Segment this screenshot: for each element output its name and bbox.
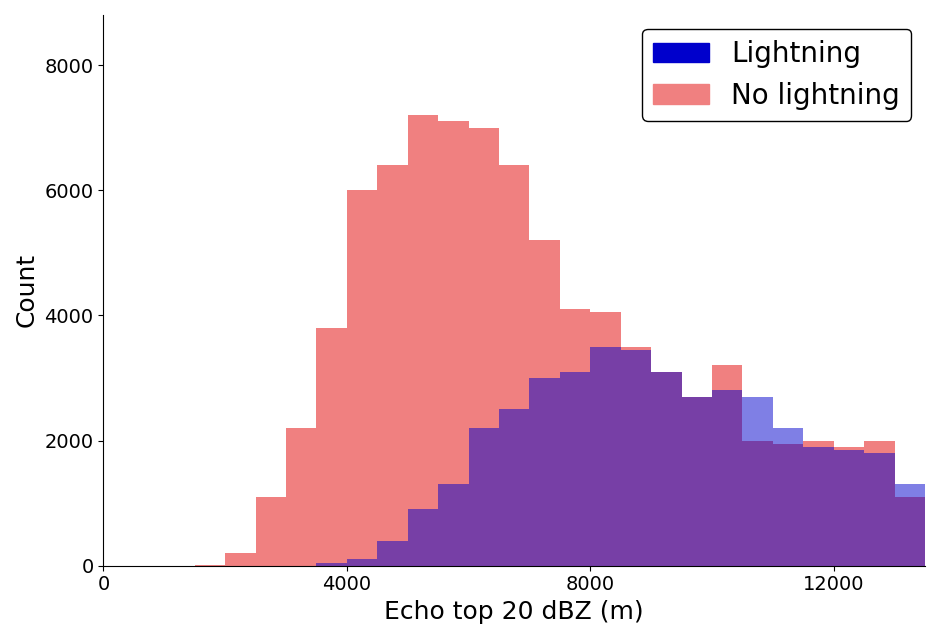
Bar xyxy=(347,190,377,566)
Bar xyxy=(590,312,620,566)
Bar xyxy=(560,309,590,566)
Bar xyxy=(286,428,317,566)
Bar xyxy=(712,366,743,566)
Bar xyxy=(377,166,408,566)
Bar xyxy=(804,447,834,566)
Bar xyxy=(743,440,773,566)
Bar xyxy=(590,347,620,566)
Bar xyxy=(377,541,408,566)
Bar xyxy=(317,562,347,566)
Bar xyxy=(529,240,560,566)
Bar xyxy=(712,390,743,566)
Bar xyxy=(468,128,499,566)
Bar xyxy=(408,509,438,566)
Bar xyxy=(834,447,864,566)
Bar xyxy=(620,347,651,566)
Bar xyxy=(408,115,438,566)
Bar xyxy=(651,372,682,566)
Bar xyxy=(560,372,590,566)
Bar xyxy=(864,440,895,566)
Bar xyxy=(895,497,925,566)
Legend: Lightning, No lightning: Lightning, No lightning xyxy=(642,29,911,121)
Bar xyxy=(682,397,712,566)
Bar xyxy=(895,484,925,566)
Bar xyxy=(499,409,529,566)
Bar xyxy=(773,443,804,566)
Bar xyxy=(834,450,864,566)
Bar xyxy=(225,553,256,566)
Y-axis label: Count: Count xyxy=(15,253,39,327)
Bar xyxy=(438,484,468,566)
Bar xyxy=(529,378,560,566)
Bar xyxy=(864,453,895,566)
Bar xyxy=(347,560,377,566)
Bar xyxy=(743,397,773,566)
X-axis label: Echo top 20 dBZ (m): Echo top 20 dBZ (m) xyxy=(384,600,644,624)
Bar xyxy=(256,497,286,566)
Bar xyxy=(499,166,529,566)
Bar xyxy=(804,440,834,566)
Bar xyxy=(773,428,804,566)
Bar xyxy=(438,121,468,566)
Bar xyxy=(620,350,651,566)
Bar xyxy=(682,397,712,566)
Bar xyxy=(317,328,347,566)
Bar xyxy=(651,372,682,566)
Bar xyxy=(468,428,499,566)
